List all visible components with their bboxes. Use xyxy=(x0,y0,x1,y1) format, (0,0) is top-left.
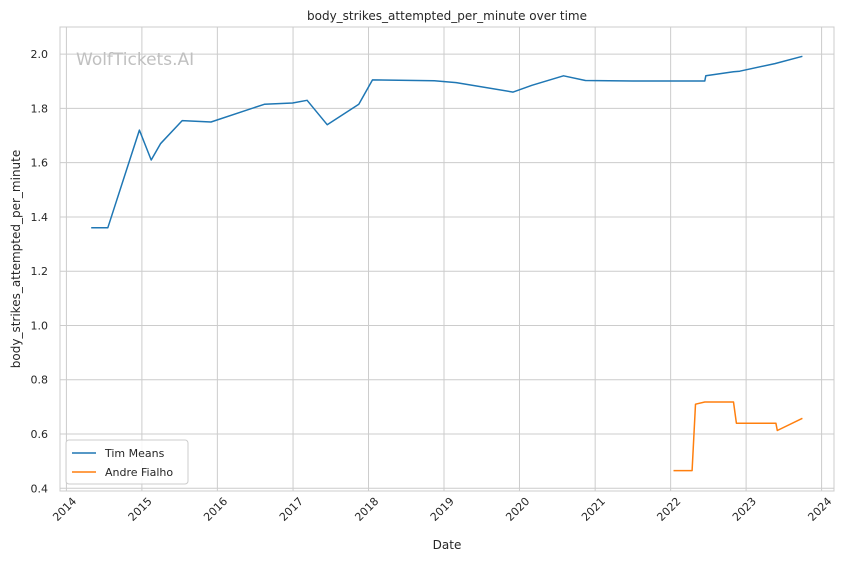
x-tick-label: 2017 xyxy=(277,495,306,524)
x-tick-label: 2015 xyxy=(126,495,155,524)
x-axis-label: Date xyxy=(433,538,462,552)
y-tick-label: 1.6 xyxy=(31,157,49,170)
series-line-andre-fialho xyxy=(673,401,803,472)
y-tick-label: 0.6 xyxy=(31,428,49,441)
x-tick-label: 2018 xyxy=(352,495,381,524)
series-lines xyxy=(91,55,803,472)
y-tick-label: 0.8 xyxy=(31,374,49,387)
watermark-text: WolfTickets.AI xyxy=(76,50,194,70)
y-tick-label: 1.4 xyxy=(31,211,49,224)
x-tick-label: 2022 xyxy=(654,495,683,524)
legend-label-andre-fialho: Andre Fialho xyxy=(105,466,173,479)
x-tick-label: 2016 xyxy=(201,495,230,524)
y-tick-label: 2.0 xyxy=(31,48,49,61)
y-tick-label: 1.2 xyxy=(31,265,49,278)
x-tick-labels: 2014 2015 2016 2017 2018 2019 2020 2021 2022 2023… xyxy=(50,495,834,524)
y-tick-label: 0.4 xyxy=(31,482,49,495)
legend: Tim Means Andre Fialho xyxy=(65,439,189,485)
chart-title: body_strikes_attempted_per_minute over t… xyxy=(307,9,587,23)
x-tick-label: 2021 xyxy=(579,495,608,524)
x-tick-label: 2020 xyxy=(503,495,532,524)
y-axis-label: body_strikes_attempted_per_minute xyxy=(9,150,23,368)
y-tick-label: 1.8 xyxy=(31,102,49,115)
plot-area xyxy=(59,26,835,492)
legend-box xyxy=(65,439,189,485)
x-tick-label: 2023 xyxy=(730,495,759,524)
grid xyxy=(60,27,834,491)
x-tick-label: 2019 xyxy=(428,495,457,524)
series-line-tim-means xyxy=(91,55,803,229)
legend-label-tim-means: Tim Means xyxy=(104,447,165,460)
y-tick-label: 1.0 xyxy=(31,319,49,332)
x-tick-label: 2024 xyxy=(805,495,834,524)
y-tick-labels: 0.4 0.6 0.8 1.0 1.2 1.4 1.6 1.8 2.0 xyxy=(31,48,49,495)
x-tick-label: 2014 xyxy=(50,495,79,524)
